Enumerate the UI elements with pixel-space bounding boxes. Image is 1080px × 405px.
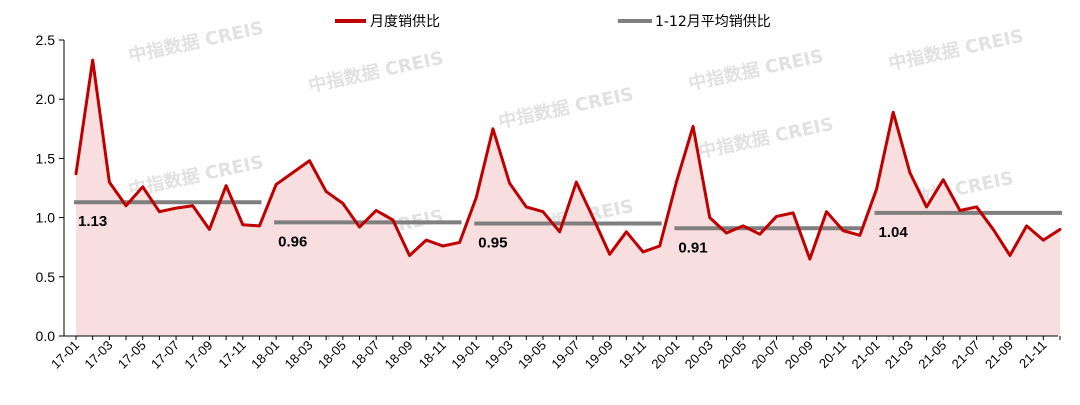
x-tick-label: 19-09 <box>582 338 616 372</box>
x-tick-label: 17-03 <box>81 338 115 372</box>
y-tick-label: 2.0 <box>36 91 56 107</box>
x-tick-label: 19-07 <box>548 338 582 372</box>
x-tick-label: 21-09 <box>982 338 1016 372</box>
watermark-text: 中指数据 CREIS <box>306 47 445 97</box>
x-tick-label: 21-05 <box>915 338 949 372</box>
labels: 1.13 0.96 0.95 0.91 1.04 <box>78 213 908 256</box>
x-tick-label: 20-01 <box>648 338 682 372</box>
y-tick-label: 1.5 <box>36 150 56 166</box>
average-value-label: 1.13 <box>78 213 107 230</box>
x-tick-label: 20-05 <box>715 338 749 372</box>
monthly-area-fill <box>76 60 1060 337</box>
x-tick-label: 17-07 <box>148 338 182 372</box>
average-value-label: 1.04 <box>879 224 909 241</box>
x-tick-label: 20-11 <box>816 338 849 371</box>
area-layer <box>76 60 1060 337</box>
monthly-ratio-line <box>74 58 1062 261</box>
x-tick-label: 19-03 <box>482 338 516 372</box>
x-tick-label: 20-07 <box>748 338 782 372</box>
x-tick-label: 17-11 <box>215 338 248 371</box>
x-tick-label: 19-05 <box>515 338 549 372</box>
x-tick-label: 17-09 <box>181 338 215 372</box>
average-value-label: 0.95 <box>478 235 507 252</box>
x-tick-label: 18-09 <box>382 338 416 372</box>
x-tick-label: 17-05 <box>115 338 149 372</box>
watermark-text: 中指数据 CREIS <box>686 45 825 95</box>
average-value-label: 0.91 <box>678 239 707 256</box>
watermark-text: 中指数据 CREIS <box>126 17 265 67</box>
x-tick-label: 18-11 <box>416 338 449 371</box>
average-lines <box>74 200 1062 231</box>
average-value-label: 0.96 <box>278 233 307 250</box>
y-tick-label: 1.0 <box>36 210 56 226</box>
x-tick-label: 20-09 <box>782 338 816 372</box>
x-tick-label: 18-03 <box>281 338 315 372</box>
x-tick-label: 21-07 <box>949 338 983 372</box>
legend-label-monthly: 月度销供比 <box>370 14 440 30</box>
y-tick-label: 0.0 <box>36 328 56 344</box>
y-tick-label: 0.5 <box>36 269 56 285</box>
x-tick-label: 18-01 <box>248 338 282 372</box>
y-tick-label: 2.5 <box>36 32 56 48</box>
legend: 月度销供比 1-12月平均销供比 <box>335 14 771 30</box>
watermark-text: 中指数据 CREIS <box>496 83 635 133</box>
x-tick-label: 21-01 <box>849 338 883 372</box>
watermark-text: 中指数据 CREIS <box>696 113 835 163</box>
watermark-text: 中指数据 CREIS <box>886 25 1025 75</box>
x-tick-label: 19-11 <box>616 338 649 371</box>
x-tick-label: 18-07 <box>348 338 382 372</box>
x-tick-label: 20-03 <box>682 338 716 372</box>
x-tick-label: 19-01 <box>448 338 482 372</box>
monthly-line <box>74 58 1062 261</box>
x-tick-label: 21-11 <box>1016 338 1049 371</box>
legend-label-average: 1-12月平均销供比 <box>655 14 771 30</box>
